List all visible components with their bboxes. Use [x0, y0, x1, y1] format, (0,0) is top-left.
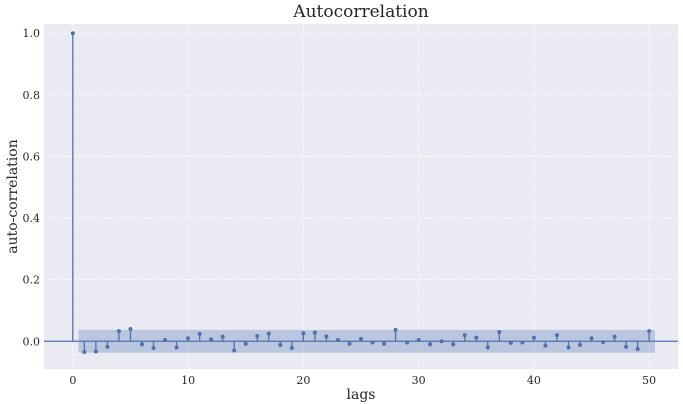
stem-marker — [301, 331, 306, 336]
stem-marker — [335, 338, 340, 343]
stem-marker — [370, 340, 375, 345]
stem-marker — [485, 345, 490, 350]
stem-marker — [266, 331, 271, 336]
stem-marker — [174, 345, 179, 350]
stem-marker — [612, 334, 617, 339]
stem-marker — [566, 345, 571, 350]
stem-marker — [139, 342, 144, 347]
stem-marker — [589, 336, 594, 341]
plot-background — [44, 24, 678, 369]
stem-marker — [278, 342, 283, 347]
x-tick-label: 0 — [69, 374, 76, 387]
stem-marker — [186, 336, 191, 341]
stem-marker — [554, 333, 559, 338]
stem-marker — [105, 344, 110, 349]
y-tick-label: 0.6 — [23, 150, 41, 163]
stem-marker — [232, 348, 237, 353]
stem-marker — [359, 336, 363, 341]
stem-marker — [70, 31, 75, 36]
stem-marker — [93, 349, 98, 354]
stem-marker — [462, 333, 467, 338]
y-tick-label: 0.2 — [23, 274, 41, 287]
stem-marker — [324, 334, 329, 339]
stem-marker — [451, 342, 456, 347]
stem-marker — [82, 350, 87, 355]
x-tick-label: 40 — [527, 374, 541, 387]
stem-marker — [289, 346, 294, 351]
y-tick-label: 0.0 — [23, 335, 41, 348]
chart-title: Autocorrelation — [292, 2, 428, 22]
stem-marker — [531, 335, 536, 340]
stem-marker — [624, 344, 629, 349]
stem-marker — [116, 329, 121, 334]
stem-marker — [508, 340, 513, 345]
x-tick-labels: 0 10 20 30 40 50 — [69, 374, 656, 387]
stem-marker — [163, 338, 168, 343]
stem-marker — [416, 338, 421, 343]
y-tick-label: 0.4 — [23, 212, 41, 225]
stem-marker — [312, 330, 317, 335]
y-tick-labels: 0.0 0.2 0.4 0.6 0.8 1.0 — [23, 27, 41, 348]
x-tick-label: 10 — [181, 374, 195, 387]
x-tick-label: 30 — [412, 374, 426, 387]
stem-marker — [543, 343, 548, 348]
y-tick-label: 1.0 — [23, 27, 41, 40]
stem-marker — [220, 334, 225, 339]
x-tick-label: 20 — [296, 374, 310, 387]
stem-marker — [151, 346, 156, 351]
stem-marker — [209, 337, 214, 342]
stem-marker — [578, 342, 583, 347]
stem-marker — [635, 346, 640, 351]
stem-marker — [647, 329, 652, 334]
stem-marker — [439, 339, 444, 344]
stem-marker — [428, 342, 433, 347]
stem-marker — [197, 331, 202, 336]
y-axis-label: auto-correlation — [5, 139, 21, 253]
stem-marker — [393, 327, 398, 332]
x-axis-label: lags — [347, 387, 376, 403]
stem-marker — [474, 335, 479, 340]
stem-marker — [128, 326, 133, 331]
x-tick-label: 50 — [642, 374, 656, 387]
stem-marker — [347, 341, 352, 346]
stem-series — [70, 31, 652, 355]
stem-marker — [243, 341, 248, 346]
stem-marker — [520, 340, 525, 345]
stem-marker — [382, 341, 387, 346]
y-tick-label: 0.8 — [23, 89, 41, 102]
stem-marker — [497, 330, 502, 335]
stem-marker — [405, 340, 410, 345]
stem-marker — [255, 334, 260, 339]
stem-marker — [601, 340, 606, 345]
